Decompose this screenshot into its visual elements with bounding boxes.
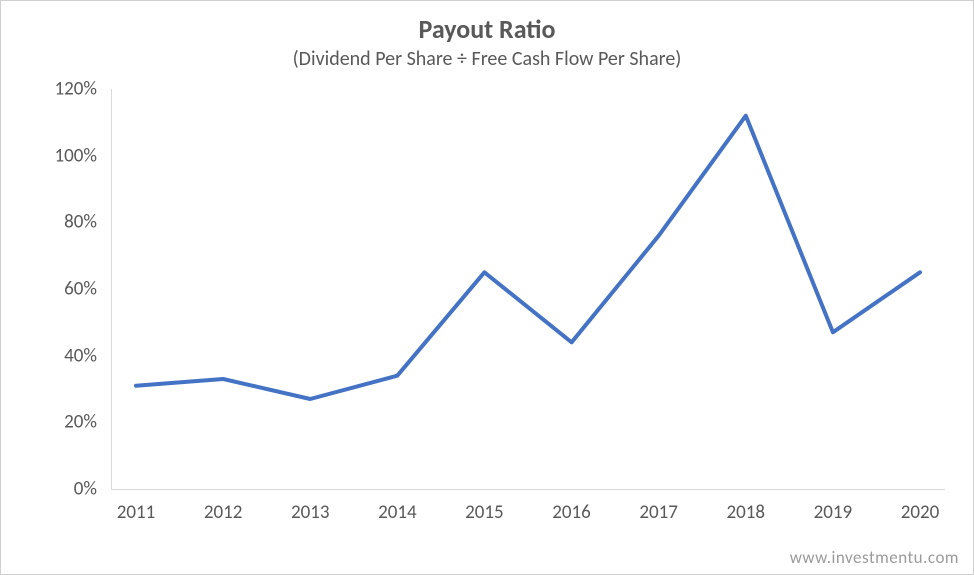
x-tick-label: 2017 <box>639 501 678 524</box>
chart-title: Payout Ratio <box>1 13 973 45</box>
x-tick-label: 2012 <box>204 501 243 524</box>
y-tick-label: 80% <box>37 211 97 234</box>
series-line <box>111 89 945 489</box>
y-tick-label: 120% <box>37 78 97 101</box>
x-tick-label: 2019 <box>814 501 853 524</box>
y-tick-label: 20% <box>37 411 97 434</box>
series-polyline <box>136 116 920 399</box>
y-tick-label: 40% <box>37 344 97 367</box>
plot-area: 0%20%40%60%80%100%120% 20112012201320142… <box>111 89 945 489</box>
y-tick-label: 0% <box>37 478 97 501</box>
y-tick-label: 60% <box>37 278 97 301</box>
x-tick-label: 2016 <box>552 501 591 524</box>
x-tick-label: 2014 <box>378 501 417 524</box>
y-tick-label: 100% <box>37 144 97 167</box>
x-tick-label: 2020 <box>901 501 940 524</box>
x-tick-label: 2011 <box>117 501 156 524</box>
x-tick-label: 2015 <box>465 501 504 524</box>
chart-container: Payout Ratio (Dividend Per Share ÷ Free … <box>0 0 974 575</box>
chart-subtitle: (Dividend Per Share ÷ Free Cash Flow Per… <box>1 47 973 71</box>
x-axis-line <box>111 489 945 490</box>
attribution-text: www.investmentu.com <box>790 547 959 568</box>
x-tick-label: 2018 <box>727 501 766 524</box>
x-tick-label: 2013 <box>291 501 330 524</box>
